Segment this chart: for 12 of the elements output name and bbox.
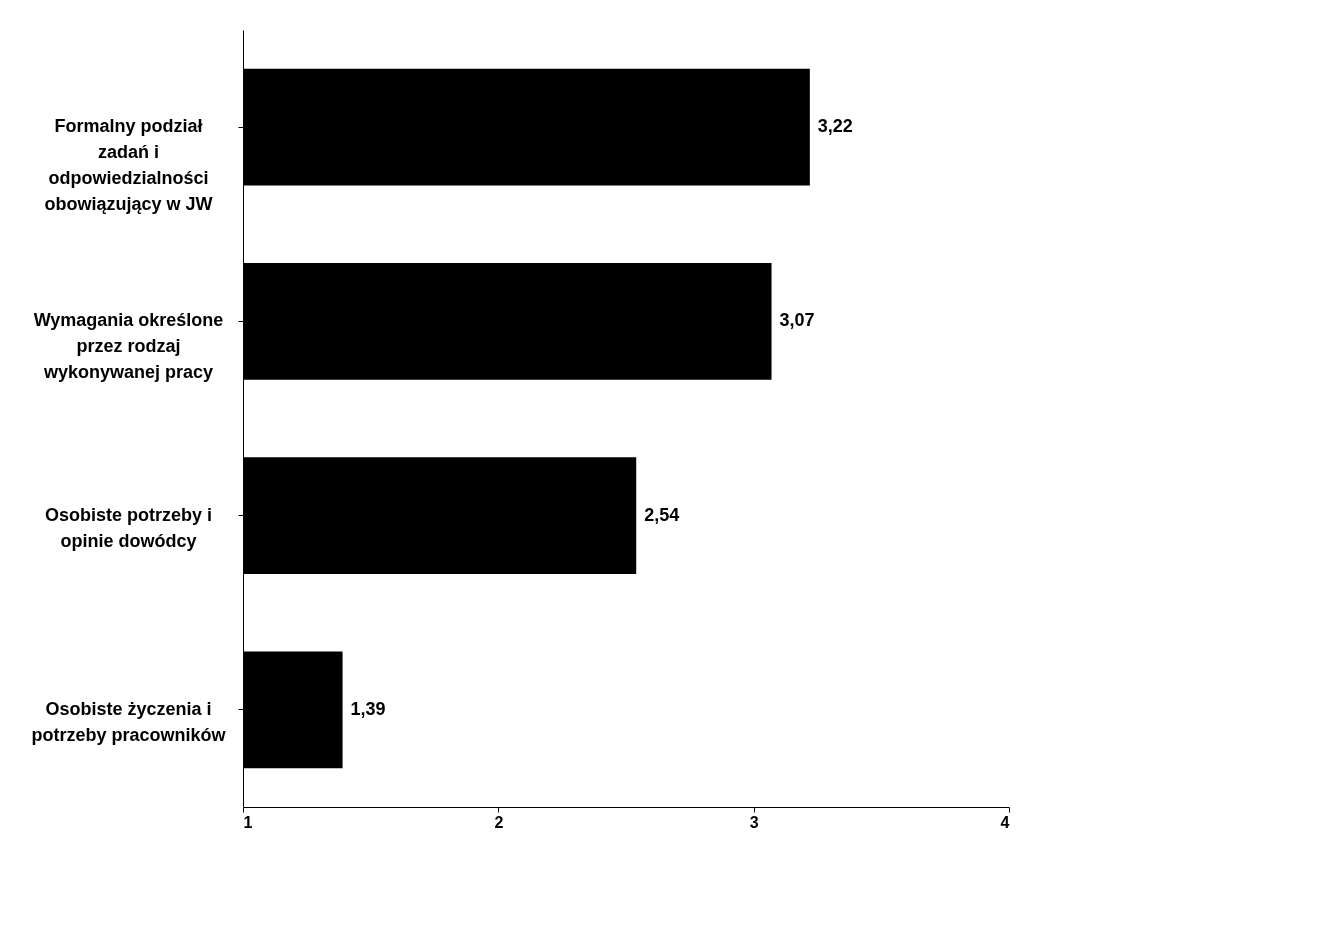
x-tick-label: 2 [494,813,504,831]
x-tick-label: 4 [1000,813,1010,831]
y-tick-label: Osobiste potrzeby i opinie dowódcy [44,504,213,551]
y-tick-label: Formalny podział zadań i odpowiedzialności obowiązujący w JW [44,116,213,215]
data-label: 1,39 [350,698,386,719]
x-tick-label: 3 [749,813,759,831]
y-tick-label: Osobiste życzenia i potrzeby pracowników [31,698,227,745]
data-label: 3,07 [779,310,815,331]
y-tick-label: Wymagania określone przez rodzaj wykonywanej pracy [33,310,224,383]
data-label: 3,22 [817,116,853,137]
x-tick-label: 1 [243,813,253,831]
data-label: 2,54 [644,504,680,525]
